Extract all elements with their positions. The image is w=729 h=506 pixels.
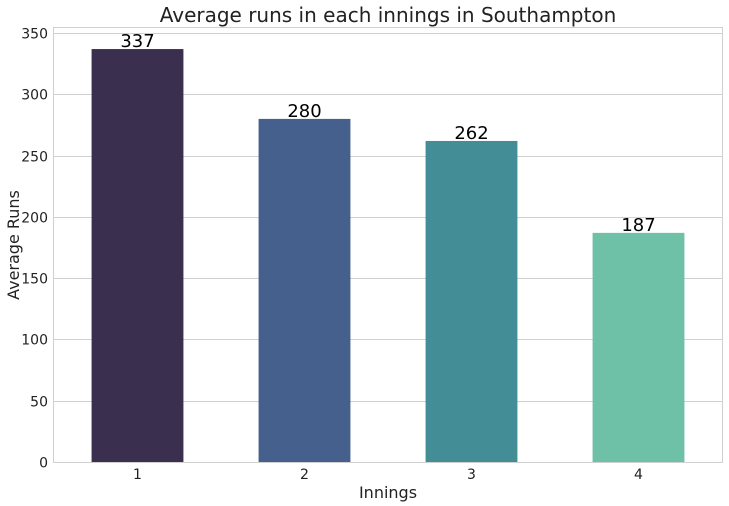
data-label: 187 bbox=[621, 215, 655, 236]
y-tick-label: 250 bbox=[21, 150, 48, 166]
data-label: 337 bbox=[120, 31, 154, 52]
bar-innings-3 bbox=[425, 140, 518, 462]
x-tick-label: 4 bbox=[634, 467, 643, 483]
y-tick-label: 200 bbox=[21, 211, 48, 227]
x-axis-label: Innings bbox=[359, 483, 417, 502]
y-axis-label: Average Runs bbox=[4, 190, 23, 300]
data-label: 280 bbox=[287, 101, 321, 122]
bar-innings-4 bbox=[592, 232, 685, 462]
x-tick-label: 3 bbox=[467, 467, 476, 483]
y-tick-label: 0 bbox=[39, 456, 48, 472]
y-tick-label: 350 bbox=[21, 27, 48, 43]
y-tick-label: 50 bbox=[30, 395, 48, 411]
x-axis-ticks: 1 2 3 4 bbox=[133, 467, 643, 483]
chart-title: Average runs in each innings in Southamp… bbox=[160, 3, 617, 27]
y-tick-label: 150 bbox=[21, 272, 48, 288]
x-tick-label: 1 bbox=[133, 467, 142, 483]
bar-innings-2 bbox=[258, 118, 351, 463]
bar-innings-1 bbox=[91, 49, 184, 463]
y-tick-label: 100 bbox=[21, 333, 48, 349]
plot-frame bbox=[53, 27, 723, 463]
x-tick-label: 2 bbox=[300, 467, 309, 483]
bars bbox=[91, 49, 685, 463]
data-labels: 337 280 262 187 bbox=[120, 31, 655, 236]
data-label: 262 bbox=[454, 123, 488, 144]
y-tick-label: 300 bbox=[21, 88, 48, 104]
y-axis-ticks: 0 50 100 150 200 250 300 350 bbox=[21, 27, 48, 472]
